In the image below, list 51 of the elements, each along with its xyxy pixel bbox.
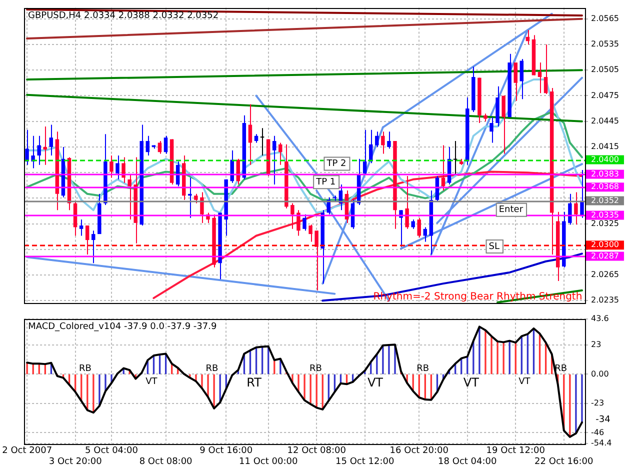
annotation: VT — [518, 376, 531, 387]
annotation: RB — [416, 364, 430, 374]
y-tick-label: 2.0325 — [591, 218, 619, 228]
annotation: TP 1 — [315, 177, 336, 188]
x-tick-label: 5 Oct 04:00 — [85, 446, 138, 456]
annotation: RB — [78, 364, 92, 374]
x-tick-label: 19 Oct 12:00 — [486, 446, 546, 456]
ref-line-label: 2.0352 — [591, 196, 619, 205]
annotation: VT — [367, 376, 384, 390]
x-tick-label: 18 Oct 04:00 — [438, 456, 497, 467]
y-tick-label: 2.0535 — [591, 40, 619, 49]
x-tick-label: 22 Oct 16:00 — [534, 456, 594, 467]
x-tick-label: 12 Oct 08:00 — [287, 446, 346, 456]
x-tick-label: 2 Oct 2007 — [2, 446, 52, 456]
chart-title: GBPUSD,H4 2.0334 2.0388 2.0332 2.0352 — [28, 11, 219, 22]
y-tick-label: 2.0565 — [591, 14, 619, 23]
annotation: RB — [206, 364, 218, 374]
ref-line-label: 2.0383 — [591, 169, 619, 178]
annotation: RB — [310, 364, 322, 374]
x-tick-label: 8 Oct 08:00 — [139, 456, 193, 467]
y-tick-label: -46 — [591, 428, 604, 437]
ref-line-label: 2.0300 — [591, 240, 619, 250]
text: -34 — [596, 415, 611, 426]
annotation: SL — [488, 242, 500, 252]
y-tick-label: 2.0415 — [591, 142, 619, 152]
y-tick-label: -23 — [591, 398, 604, 408]
y-tick-label: -54.4 — [591, 438, 612, 448]
x-tick-label: 3 Oct 20:00 — [48, 456, 102, 467]
x-tick-label: 9 Oct 16:00 — [200, 446, 253, 456]
ref-line-label: 2.0368 — [591, 182, 619, 192]
y-tick-label: 2.0235 — [591, 296, 619, 305]
ref-line-label: 2.0287 — [591, 251, 619, 260]
y-tick-label: 2.0445 — [591, 116, 619, 126]
x-tick-label: 15 Oct 12:00 — [336, 456, 394, 467]
chart-title: MACD_Colored_v104 -37.9 0.0 -37.9 -37.9 — [28, 322, 217, 332]
annotation: VT — [146, 376, 158, 387]
y-tick-label: 43.6 — [591, 314, 609, 323]
y-tick-label: 23 — [591, 340, 602, 350]
annotation: RB — [554, 364, 568, 374]
annotation: VT — [463, 376, 480, 390]
ref-line-label: 2.0335 — [591, 210, 619, 220]
annotation: TP 2 — [326, 159, 346, 170]
y-tick-label: 0.00 — [591, 369, 609, 378]
y-tick-label: 2.0505 — [591, 65, 619, 74]
annotation: RT — [246, 376, 262, 390]
y-tick-label: 2.0265 — [591, 270, 619, 280]
y-tick-label: 2.0475 — [591, 90, 619, 100]
x-tick-label: 11 Oct 00:00 — [239, 456, 298, 467]
annotation: Enter — [498, 205, 524, 216]
ref-line-label: 2.0400 — [591, 154, 619, 164]
x-tick-label: 16 Oct 20:00 — [390, 446, 449, 456]
